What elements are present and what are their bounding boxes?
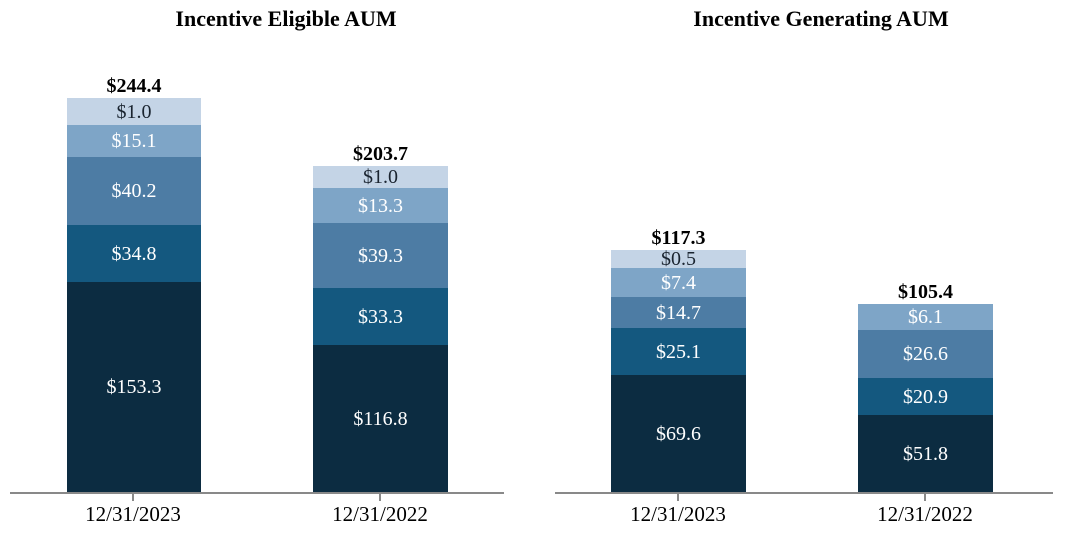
bar-total-label: $244.4 (106, 75, 162, 97)
x-axis-label: 12/31/2022 (332, 502, 428, 526)
x-axis-label: 12/31/2023 (630, 502, 726, 526)
bar-total-label: $203.7 (353, 143, 408, 165)
bar-segment: $15.1 (67, 125, 201, 157)
bar-segment: $1.0 (67, 98, 201, 125)
bar-segment: $7.4 (611, 268, 746, 297)
bar-segment: $1.0 (313, 166, 448, 188)
bar-segment: $6.1 (858, 304, 993, 330)
bar-total-label: $105.4 (898, 281, 953, 303)
segment-value-label: $153.3 (106, 376, 162, 398)
bar-12-31-2023: $117.3 $0.5 $7.4 $14.7 $25.1 $69.6 (611, 227, 746, 492)
chart-title-incentive-generating-aum: Incentive Generating AUM (693, 6, 949, 31)
bar-12-31-2022: $203.7 $1.0 $13.3 $39.3 $33.3 $116.8 (313, 143, 448, 492)
segment-value-label: $34.8 (111, 242, 157, 265)
segment-value-label: $51.8 (903, 442, 948, 465)
segment-value-label: $69.6 (656, 422, 701, 445)
bar-segment: $26.6 (858, 330, 993, 378)
segment-value-label: $40.2 (111, 180, 157, 202)
bar-segment: $40.2 (67, 157, 201, 225)
x-axis-line (10, 492, 504, 494)
segment-value-label: $6.1 (908, 306, 943, 328)
bar-segment: $116.8 (313, 345, 448, 492)
segment-value-label: $26.6 (903, 343, 948, 365)
x-axis-tick (677, 492, 679, 501)
segment-value-label: $13.3 (358, 194, 403, 217)
segment-value-label: $33.3 (358, 305, 403, 328)
x-axis-tick (924, 492, 926, 501)
bar-segment: $20.9 (858, 378, 993, 415)
bar-segment: $39.3 (313, 223, 448, 288)
x-axis-tick (379, 492, 381, 501)
bar-segment: $34.8 (67, 225, 201, 282)
segment-value-label: $15.1 (111, 130, 157, 152)
chart-title-incentive-eligible-aum: Incentive Eligible AUM (175, 6, 397, 31)
bar-segment: $0.5 (611, 248, 746, 270)
x-axis-line (555, 492, 1053, 494)
bar-segment: $153.3 (67, 282, 201, 492)
bar-segment: $33.3 (313, 288, 448, 345)
segment-value-label: $7.4 (661, 271, 696, 294)
bar-segment: $51.8 (858, 415, 993, 492)
x-axis-label: 12/31/2022 (877, 502, 973, 526)
bar-segment: $13.3 (313, 188, 448, 223)
bar-12-31-2022: $105.4 $6.1 $26.6 $20.9 $51.8 (858, 281, 993, 492)
bar-total-label: $117.3 (651, 227, 706, 249)
x-axis-label: 12/31/2023 (85, 502, 181, 526)
segment-value-label: $0.5 (661, 248, 696, 270)
segment-value-label: $14.7 (656, 301, 701, 324)
segment-value-label: $116.8 (353, 407, 408, 430)
bar-segment: $69.6 (611, 375, 746, 492)
bar-12-31-2023: $244.4 $1.0 $15.1 $40.2 $34.8 $153.3 (67, 75, 201, 492)
bar-segment: $25.1 (611, 328, 746, 375)
segment-value-label: $25.1 (656, 340, 701, 363)
x-axis-tick (132, 492, 134, 501)
segment-value-label: $1.0 (363, 166, 398, 188)
segment-value-label: $1.0 (116, 100, 152, 123)
bar-segment: $14.7 (611, 297, 746, 328)
segment-value-label: $20.9 (903, 385, 948, 408)
segment-value-label: $39.3 (358, 244, 403, 267)
